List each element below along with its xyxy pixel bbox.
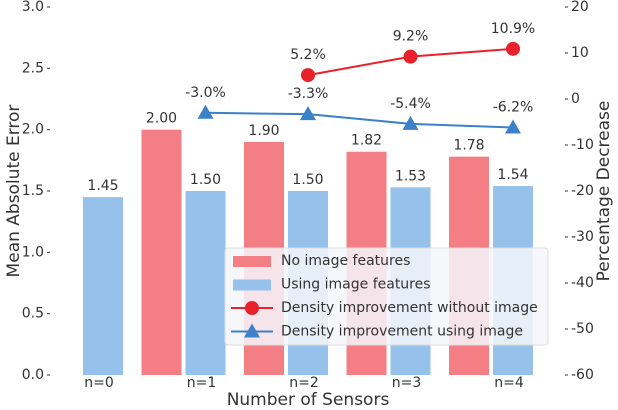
line-marker [506, 41, 520, 56]
bar [83, 197, 123, 375]
line-value-label: 10.9% [491, 21, 535, 37]
line-value-label: -6.2% [493, 100, 534, 116]
x-tick-label: n=0 [84, 375, 114, 391]
y-tick-label: 0.0 [22, 367, 44, 383]
line-marker [300, 106, 316, 121]
y2-tick-label: 10 [571, 45, 589, 61]
y-tick-label: 1.0 [22, 244, 44, 260]
line-marker [402, 115, 419, 130]
legend-label: No image features [281, 253, 410, 269]
x-tick-label: n=3 [392, 375, 422, 391]
bar-value-label: 2.00 [146, 111, 177, 127]
legend-marker [245, 301, 259, 315]
y-tick-label: 1.5 [22, 183, 44, 199]
legend-swatch [233, 279, 271, 291]
line-value-label: 9.2% [393, 29, 429, 45]
bar-value-label: 1.50 [292, 172, 323, 188]
bar [185, 191, 226, 375]
y2-tick-label: 0 [571, 91, 580, 107]
bar-value-label: 1.53 [395, 168, 426, 184]
y-tick-label: 0.5 [22, 306, 44, 322]
legend-label: Density improvement using image [281, 324, 523, 340]
legend-swatch [233, 256, 271, 267]
x-axis-label: Number of Sensors [227, 390, 390, 410]
line-value-label: -3.0% [185, 85, 226, 101]
bar-value-label: 1.82 [351, 133, 382, 149]
y2-tick-label: -60 [571, 367, 594, 383]
y-tick-label: 2.5 [22, 60, 44, 76]
legend-marker [244, 323, 260, 338]
bar [141, 129, 182, 375]
y2-tick-label: -20 [571, 183, 594, 199]
line-value-label: -5.4% [390, 96, 431, 112]
line-marker [505, 119, 521, 134]
line-value-label: 5.2% [290, 47, 326, 63]
line-value-label: -3.3% [288, 86, 329, 102]
legend-box [224, 247, 549, 346]
y-axis-label: Mean Absolute Error [4, 105, 24, 278]
bar-value-label: 1.50 [190, 172, 221, 188]
legend: No image features Using image features Den… [224, 247, 549, 346]
x-tick-label: n=4 [494, 375, 524, 391]
y2-tick-label: -40 [571, 275, 594, 291]
y2-tick-label: 20 [571, 0, 589, 15]
bar-value-label: 1.45 [87, 178, 118, 194]
bar-value-label: 1.90 [248, 123, 279, 139]
bar-value-label: 1.54 [497, 167, 528, 183]
y2-tick-label: -30 [571, 229, 594, 245]
y2-axis-label: Percentage Decrease [594, 101, 614, 282]
line-marker [403, 49, 418, 64]
y2-tick-label: -50 [571, 321, 594, 337]
legend-label: Density improvement without image [281, 300, 538, 316]
y2-tick-label: -10 [571, 137, 594, 153]
x-tick-label: n=1 [187, 375, 217, 391]
line-marker [301, 68, 315, 83]
line-marker [197, 104, 214, 119]
y-tick-label: 3.0 [22, 0, 44, 15]
line [205, 111, 514, 129]
legend-label: Using image features [281, 277, 431, 293]
y-tick-label: 2.0 [22, 122, 44, 138]
x-tick-label: n=2 [289, 375, 319, 391]
bar-value-label: 1.78 [453, 138, 484, 154]
